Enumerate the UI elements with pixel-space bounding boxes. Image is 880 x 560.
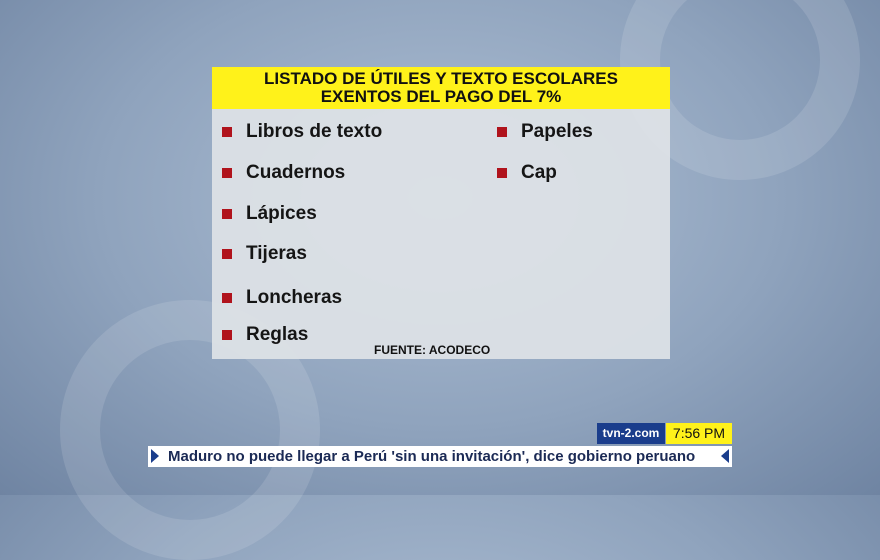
bullet-icon xyxy=(222,249,232,259)
bullet-icon xyxy=(497,168,507,178)
bullet-icon xyxy=(222,127,232,137)
bullet-icon xyxy=(222,209,232,219)
list-item: Papeles xyxy=(497,121,593,143)
arrow-right-icon xyxy=(151,449,159,463)
item-label: Lápices xyxy=(246,203,317,224)
list-item: Tijeras xyxy=(222,243,307,265)
list-item: Cap xyxy=(497,162,557,184)
item-label: Reglas xyxy=(246,324,309,345)
list-item: Reglas xyxy=(222,324,308,346)
source-label: FUENTE: ACODECO xyxy=(374,343,491,357)
list-item: Loncheras xyxy=(222,287,342,309)
arrow-left-icon xyxy=(721,449,729,463)
headline-text: Maduro no puede llegar a Perú 'sin una i… xyxy=(168,448,696,465)
bullet-icon xyxy=(222,168,232,178)
item-label: Cuadernos xyxy=(246,162,346,183)
info-graphic-card: LISTADO DE ÚTILES Y TEXTO ESCOLARES EXEN… xyxy=(212,67,670,359)
bullet-icon xyxy=(222,293,232,303)
bullet-icon xyxy=(497,127,507,137)
item-label: Cap xyxy=(521,162,557,183)
list-item: Libros de texto xyxy=(222,121,382,143)
time-badge: 7:56 PM xyxy=(666,423,732,444)
title-line-2: EXENTOS DEL PAGO DEL 7% xyxy=(320,87,562,106)
item-label: Libros de texto xyxy=(246,121,383,142)
list-item: Lápices xyxy=(222,203,317,225)
list-item: Cuadernos xyxy=(222,162,345,184)
item-label: Tijeras xyxy=(246,243,307,264)
title-line-1: LISTADO DE ÚTILES Y TEXTO ESCOLARES xyxy=(264,69,618,88)
site-badge: tvn-2.com xyxy=(597,423,665,444)
headline-ticker: Maduro no puede llegar a Perú 'sin una i… xyxy=(148,446,732,467)
bullet-icon xyxy=(222,330,232,340)
item-label: Papeles xyxy=(521,121,593,142)
item-label: Loncheras xyxy=(246,287,343,308)
graphic-title: LISTADO DE ÚTILES Y TEXTO ESCOLARES EXEN… xyxy=(212,67,670,109)
